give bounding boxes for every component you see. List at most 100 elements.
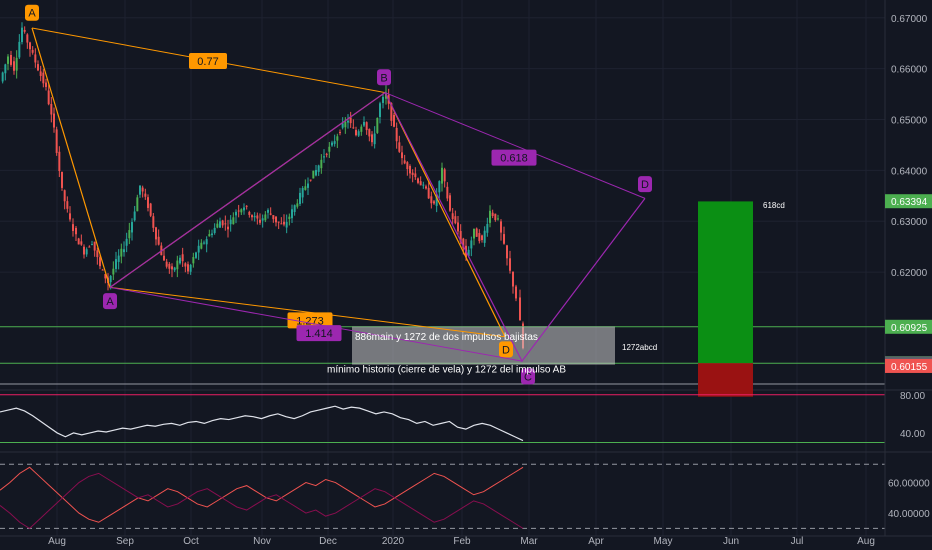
candle-body: [10, 54, 12, 65]
candle-body: [299, 192, 301, 204]
candle-body: [200, 242, 203, 249]
candle-body: [13, 61, 15, 71]
pattern-point-label: B: [380, 72, 387, 84]
osc-tick-label: 40.00000: [888, 509, 930, 520]
candle-body: [267, 209, 269, 213]
candle-body: [213, 227, 216, 233]
candle-body: [446, 186, 449, 199]
candle-body: [1, 72, 4, 82]
candle-body: [515, 286, 517, 299]
candle-body: [168, 263, 171, 269]
candle-body: [171, 266, 173, 270]
candle-body: [497, 218, 499, 220]
candle-body: [398, 142, 401, 152]
candle-body: [371, 134, 373, 143]
candle-body: [31, 49, 34, 53]
pattern-point-label: C: [524, 371, 532, 383]
pattern-point-box: [25, 4, 39, 21]
candle-body: [141, 187, 144, 192]
candle-body: [296, 203, 299, 207]
candle-body: [80, 241, 83, 245]
candle-body: [235, 211, 237, 216]
y-tick-label: 0.62000: [891, 268, 928, 279]
candle-body: [435, 194, 438, 206]
candle-body: [368, 129, 371, 137]
candle-body: [131, 222, 133, 233]
candle-body: [473, 228, 475, 239]
candle-body: [393, 114, 395, 127]
candle-body: [451, 213, 454, 220]
candle-body: [123, 249, 125, 253]
candle-body: [120, 248, 123, 257]
candle-body: [18, 41, 21, 58]
candle-body: [414, 173, 417, 178]
x-tick-label: Jul: [791, 536, 804, 547]
zone-rect: [698, 201, 753, 364]
candle-body: [341, 123, 344, 128]
pattern-point-label: A: [106, 296, 114, 308]
pattern-point-label: A: [28, 8, 36, 20]
candle-body: [155, 227, 157, 240]
y-tick-label: 0.64000: [891, 166, 928, 177]
x-tick-label: Feb: [453, 536, 471, 547]
annotation-text: 886main y 1272 de dos impulsos bajistas: [355, 332, 538, 343]
candle-body: [91, 244, 93, 246]
candle-body: [219, 221, 221, 228]
candle-body: [133, 211, 136, 221]
price-label: 0.60925: [891, 323, 928, 334]
candle-body: [519, 297, 521, 321]
candle-body: [184, 263, 187, 267]
candle-body: [75, 227, 77, 235]
candle-body: [349, 117, 352, 124]
candle-body: [176, 260, 179, 270]
candle-body: [256, 215, 259, 219]
candle-body: [47, 90, 50, 105]
rsi-tick-label: 80.00: [900, 391, 925, 402]
candle-body: [117, 255, 120, 262]
pattern-point-box: [499, 341, 513, 358]
price-axis: 0.67000 0.66000 0.65000 0.64000 0.63000 0.620…: [884, 0, 932, 536]
candle-body: [430, 196, 433, 204]
candle-body: [301, 187, 304, 198]
pattern-point-label: D: [641, 179, 649, 191]
candle-body: [483, 230, 486, 243]
candle-body: [506, 245, 508, 259]
candle-body: [88, 246, 91, 248]
candle-body: [112, 268, 115, 275]
candle-body: [101, 269, 104, 271]
candle-body: [96, 250, 99, 258]
candle-body: [494, 213, 497, 221]
ratio-label: 0.77: [197, 56, 218, 68]
osc-line: [0, 466, 524, 523]
candle-body: [411, 172, 414, 175]
candle-body: [104, 274, 107, 279]
candle-body: [459, 231, 462, 242]
candle-body: [187, 264, 189, 272]
ratio-label-box: [287, 312, 333, 329]
price-label-box: [885, 194, 932, 209]
candle-body: [401, 152, 403, 159]
candle-body: [58, 151, 61, 172]
candle-body: [307, 183, 309, 188]
candle-body: [403, 160, 406, 164]
candle-body: [382, 96, 384, 103]
y-tick-label: 0.66000: [891, 65, 928, 76]
candle-body: [128, 230, 131, 239]
candle-body: [15, 57, 18, 71]
annotation-text: 1272abcd: [622, 343, 657, 352]
candle-body: [224, 223, 227, 225]
candle-body: [163, 255, 165, 261]
ratio-label: 0.618: [500, 153, 528, 165]
x-tick-label: Nov: [253, 536, 271, 547]
candle-body: [470, 240, 473, 249]
purple-pattern-diagonal: [384, 92, 646, 199]
candle-body: [197, 245, 200, 253]
candle-body: [251, 215, 253, 218]
candle-body: [365, 122, 368, 131]
candle-body: [253, 215, 256, 218]
candle-body: [189, 264, 192, 272]
candle-body: [331, 142, 333, 146]
candle-body: [336, 136, 339, 141]
